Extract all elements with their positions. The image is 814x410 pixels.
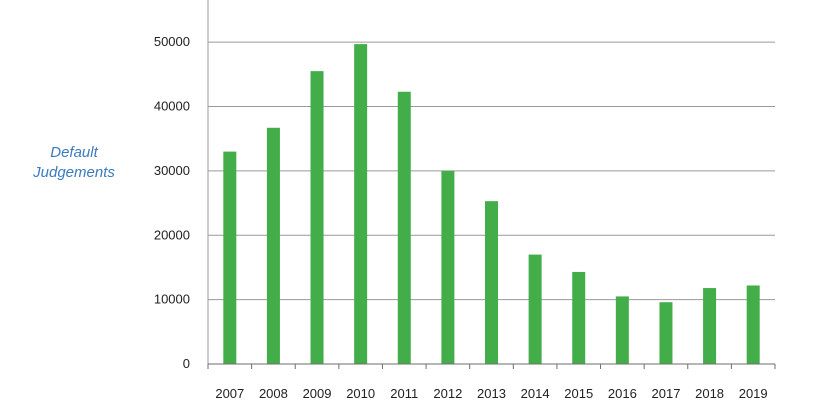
- y-tick-label: 20000: [154, 227, 190, 242]
- y-tick-label: 50000: [154, 34, 190, 49]
- y-tick-label: 30000: [154, 163, 190, 178]
- bar: [746, 285, 760, 364]
- x-tick-label: 2019: [739, 386, 768, 401]
- x-axis: [207, 0, 776, 369]
- x-tick-label: 2009: [303, 386, 332, 401]
- bar: [659, 302, 673, 364]
- x-tick-label: 2007: [215, 386, 244, 401]
- bar: [572, 271, 586, 364]
- bar: [266, 127, 280, 364]
- y-tick-label: 40000: [154, 99, 190, 114]
- bars: [223, 44, 760, 365]
- bar: [310, 71, 324, 365]
- y-tick-label: 0: [183, 356, 190, 371]
- bar: [354, 44, 368, 364]
- x-tick-label: 2016: [608, 386, 637, 401]
- y-tick-label: 10000: [154, 292, 190, 307]
- x-tick-label: 2010: [346, 386, 375, 401]
- y-axis-label-line-2: Judgements: [33, 164, 115, 181]
- y-axis-label: Default Judgements: [14, 143, 134, 183]
- y-axis-label-line-1: Default: [50, 144, 98, 161]
- bar: [528, 254, 542, 364]
- x-axis-ticks: 2007 2008 2009 2010 2011 2012 2013 2014 2015 2016…: [215, 386, 767, 401]
- y-axis-ticks: 0 10000 20000 30000 40000 50000: [154, 34, 190, 371]
- x-tick-label: 2018: [695, 386, 724, 401]
- x-tick-label: 2011: [390, 386, 418, 401]
- x-tick-label: 2014: [521, 386, 550, 401]
- bar: [397, 91, 411, 364]
- x-tick-label: 2013: [477, 386, 506, 401]
- bar: [703, 288, 717, 364]
- x-tick-label: 2012: [433, 386, 462, 401]
- x-tick-label: 2017: [652, 386, 681, 401]
- bar: [485, 201, 498, 364]
- bar: [223, 151, 237, 364]
- x-tick-label: 2015: [564, 386, 593, 401]
- bar: [615, 296, 629, 364]
- x-tick-label: 2008: [259, 386, 288, 401]
- bar: [441, 170, 455, 364]
